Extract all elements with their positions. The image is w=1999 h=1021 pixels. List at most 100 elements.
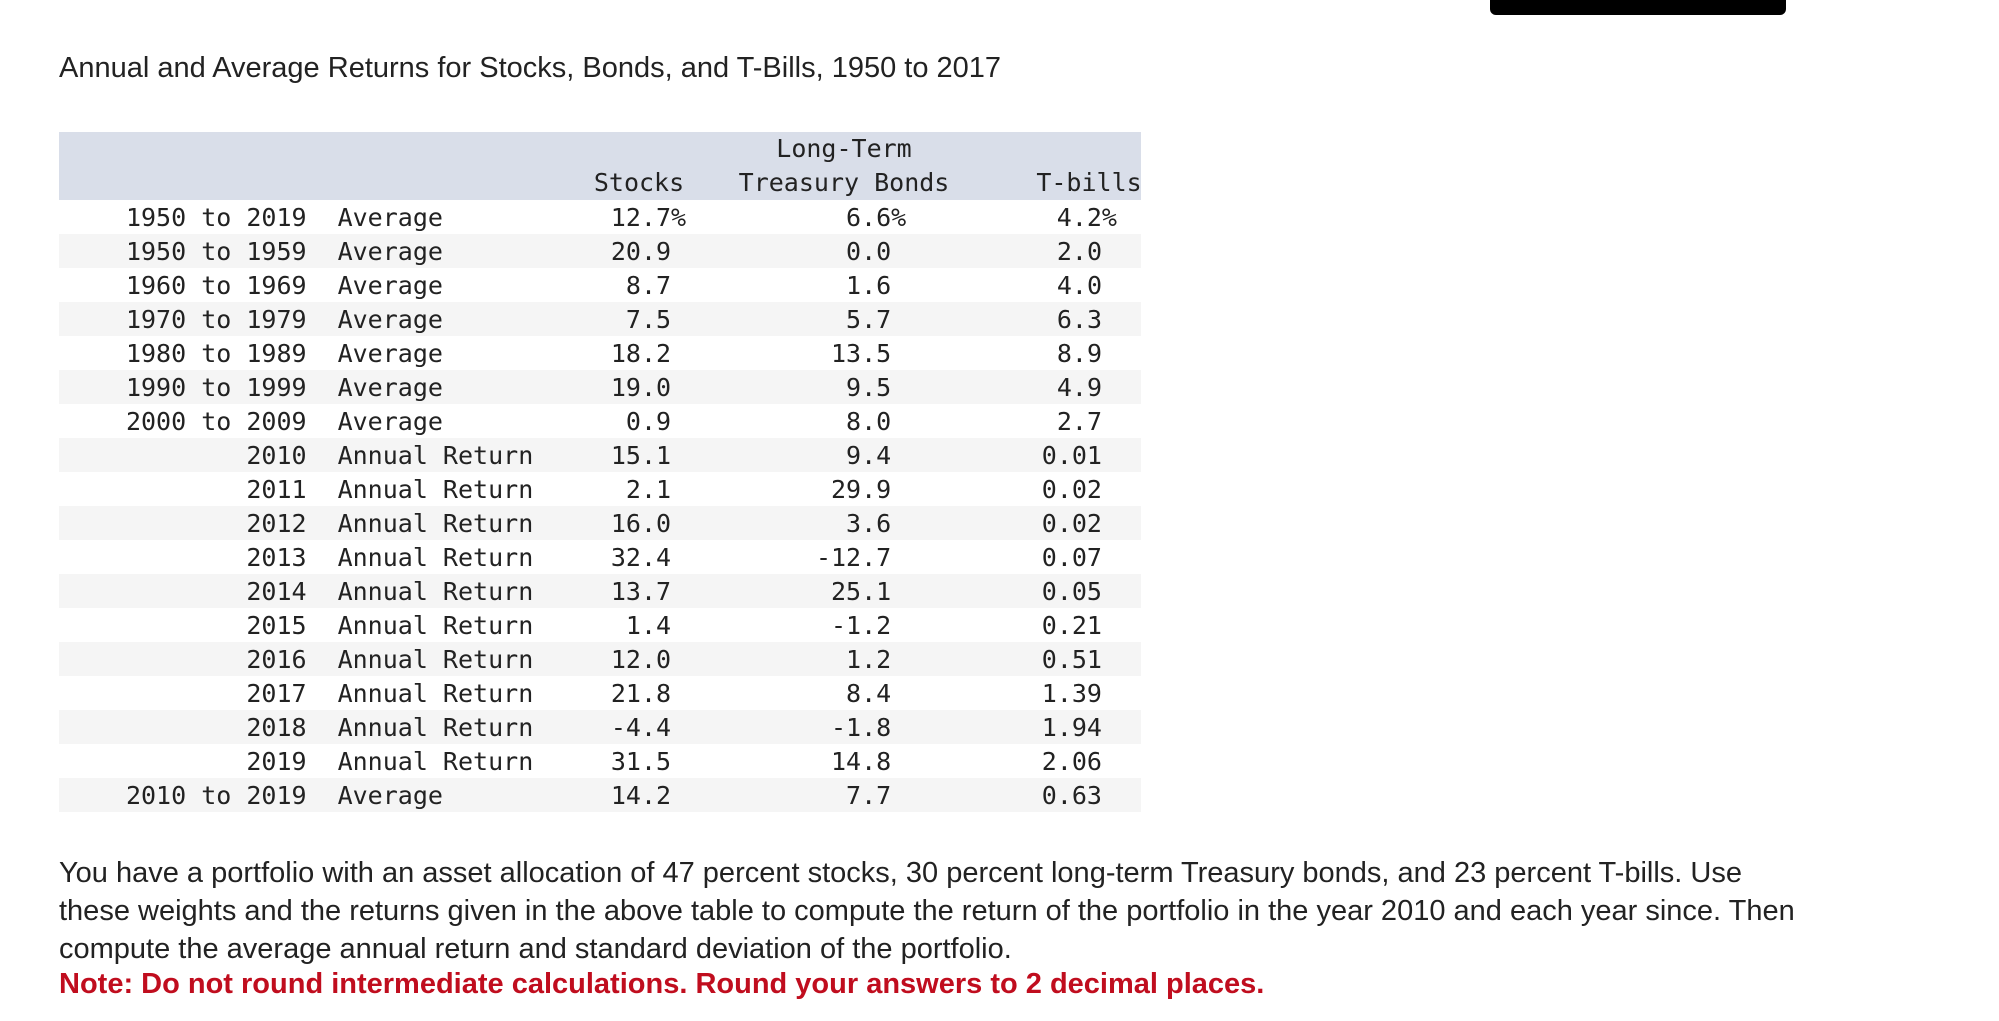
table-row: 2016 Annual Return 12.0 1.2 0.51: [59, 642, 1141, 676]
table-row: 2015 Annual Return 1.4 -1.2 0.21: [59, 608, 1141, 642]
table-cell: 4.9: [906, 370, 1141, 404]
table-header: Stocks Long-Term Treasury Bonds T-bills: [59, 132, 1142, 200]
table-cell: 8.0: [846, 406, 892, 436]
table-cell: 1.6: [846, 270, 892, 300]
table-cell: 0.02: [906, 506, 1141, 540]
table-cell: 2012: [59, 506, 338, 540]
table-cell: 12.7%: [610, 202, 687, 232]
table-cell: Annual Return: [337, 678, 534, 708]
table-cell: -1.8: [686, 710, 907, 744]
table-cell: 25.1: [686, 574, 907, 608]
table-row: 2014 Annual Return 13.7 25.1 0.05: [59, 574, 1141, 608]
table-cell: 1950 to 1959: [59, 234, 338, 268]
table-row: 2012 Annual Return 16.0 3.6 0.02: [59, 506, 1141, 540]
table-cell: 0.02: [1041, 474, 1102, 504]
table-cell: Annual Return: [337, 506, 603, 540]
table-cell: 1990 to 1999: [59, 370, 338, 404]
table-cell: 8.4: [846, 678, 892, 708]
table-body: 1950 to 2019 Average 12.7% 6.6% 4.2% 1950 to …: [59, 200, 1141, 812]
table-cell: 14.8: [830, 746, 892, 776]
table-cell: 6.6%: [845, 202, 907, 232]
table-cell: 8.9: [1056, 338, 1102, 368]
table-cell: 15.1: [602, 438, 687, 472]
table-cell: 2014: [59, 574, 338, 608]
table-cell: 2.1: [625, 474, 672, 504]
table-cell: 21.8: [610, 678, 672, 708]
table-cell: 32.4: [610, 542, 672, 572]
table-cell: 8.7: [625, 270, 672, 300]
table-row: 2000 to 2009 Average 0.9 8.0 2.7: [59, 404, 1141, 438]
table-row: 1970 to 1979 Average 7.5 5.7 6.3: [59, 302, 1141, 336]
table-cell: 2.06: [1041, 746, 1102, 776]
table-cell: 0.51: [906, 642, 1141, 676]
table-cell: 1960 to 1969: [125, 270, 307, 300]
table-cell: 7.5: [602, 302, 687, 336]
table-cell: 3.6: [686, 506, 907, 540]
table-row: 2017 Annual Return 21.8 8.4 1.39: [59, 676, 1141, 710]
table-cell: 13.7: [602, 574, 687, 608]
table-cell: 13.5: [830, 338, 892, 368]
table-cell: 14.2: [602, 778, 687, 812]
table-cell: 2015: [246, 610, 307, 640]
table-row: 1950 to 1959 Average 20.9 0.0 2.0: [59, 234, 1141, 268]
header-cell: Long-Term Treasury Bonds: [738, 134, 950, 197]
table-cell: 2010: [59, 438, 338, 472]
table-cell: 0.01: [906, 438, 1141, 472]
table-row: 2013 Annual Return 32.4 -12.7 0.07: [59, 540, 1141, 574]
table-cell: Annual Return: [337, 746, 534, 776]
table-cell: 2018: [59, 710, 338, 744]
table-cell: 2013: [246, 542, 307, 572]
table-cell: 1980 to 1989: [125, 338, 307, 368]
table-cell: 0.0: [686, 234, 907, 268]
table-row: 1990 to 1999 Average 19.0 9.5 4.9: [59, 370, 1141, 404]
top-bar: [1490, 0, 1786, 15]
note: Note: Do not round intermediate calculat…: [59, 968, 1265, 1000]
table-cell: -12.7: [815, 542, 892, 572]
table-cell: Average: [337, 406, 443, 436]
table-cell: 1.94: [906, 710, 1141, 744]
table-row: 2019 Annual Return 31.5 14.8 2.06: [59, 744, 1141, 778]
table-cell: 0.07: [1041, 542, 1102, 572]
table-cell: 1.4: [625, 610, 672, 640]
table-cell: 19.0: [602, 370, 687, 404]
table-cell: 0.9: [625, 406, 672, 436]
table-cell: 0.21: [1041, 610, 1102, 640]
table-cell: 0.05: [906, 574, 1141, 608]
table-cell: 18.2: [610, 338, 672, 368]
table-cell: 16.0: [602, 506, 687, 540]
table-row: 1960 to 1969 Average 8.7 1.6 4.0: [59, 268, 1141, 302]
table-cell: 2011: [246, 474, 307, 504]
table-cell: 4.0: [1056, 270, 1102, 300]
table-cell: 31.5: [610, 746, 672, 776]
table-row: 1980 to 1989 Average 18.2 13.5 8.9: [59, 336, 1141, 370]
table-cell: 1.2: [686, 642, 907, 676]
table-cell: 9.5: [686, 370, 907, 404]
table-cell: 29.9: [830, 474, 892, 504]
table-cell: Average: [337, 234, 603, 268]
table-cell: Average: [337, 338, 443, 368]
table-cell: Average: [337, 202, 443, 232]
table-cell: 1950 to 2019: [125, 202, 307, 232]
table-row: 2010 to 2019 Average 14.2 7.7 0.63: [59, 778, 1141, 812]
table-row: 2018 Annual Return -4.4 -1.8 1.94: [59, 710, 1141, 744]
table-cell: 7.7: [686, 778, 907, 812]
table-cell: 2.7: [1056, 406, 1102, 436]
table-cell: 12.0: [602, 642, 687, 676]
table-cell: 2016: [59, 642, 338, 676]
table-cell: Annual Return: [337, 542, 534, 572]
returns-table: Stocks Long-Term Treasury Bonds T-bills …: [59, 132, 1142, 812]
table-cell: 2019: [246, 746, 307, 776]
table-cell: 1970 to 1979: [59, 302, 338, 336]
table-row: 2011 Annual Return 2.1 29.9 0.02: [59, 472, 1141, 506]
table-cell: -4.4: [602, 710, 687, 744]
header-cell: T-bills: [1036, 168, 1142, 197]
table-cell: 1.39: [1041, 678, 1102, 708]
table-row: 1950 to 2019 Average 12.7% 6.6% 4.2%: [59, 200, 1141, 234]
table-row: 2010 Annual Return 15.1 9.4 0.01: [59, 438, 1141, 472]
table-cell: 2.0: [906, 234, 1141, 268]
title: Annual and Average Returns for Stocks, B…: [59, 52, 1002, 84]
table-cell: Annual Return: [337, 574, 603, 608]
table-cell: 2017: [246, 678, 307, 708]
table-cell: 2000 to 2009: [125, 406, 307, 436]
